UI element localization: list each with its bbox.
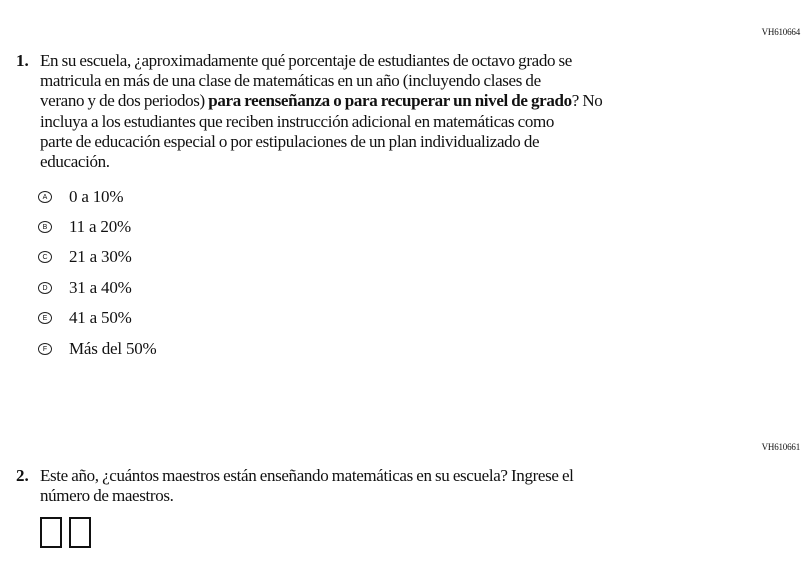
question-text-line: matricula en más de una clase de matemát… — [40, 71, 541, 90]
option-label: 31 a 40% — [69, 278, 132, 297]
option-label: 41 a 50% — [69, 308, 132, 327]
question-number: 2. — [16, 466, 29, 485]
question-text-line: número de maestros. — [40, 486, 174, 505]
question-text-line: parte de educación especial o por estipu… — [40, 132, 540, 151]
radio-bubble-icon[interactable]: C — [38, 251, 52, 263]
radio-bubble-icon[interactable]: A — [38, 191, 52, 203]
option-label: 21 a 30% — [69, 247, 132, 266]
question-id: VH610661 — [761, 442, 801, 452]
option-b[interactable]: B 11 a 20% — [38, 217, 131, 237]
option-label: 11 a 20% — [69, 217, 131, 236]
option-e[interactable]: E 41 a 50% — [38, 308, 132, 328]
text: ? No — [571, 91, 603, 110]
question-number: 1. — [16, 51, 29, 70]
digit-input-box-1[interactable] — [40, 517, 62, 548]
digit-input-box-2[interactable] — [69, 517, 91, 548]
question-text-line: educación. — [40, 152, 110, 171]
radio-bubble-icon[interactable]: D — [38, 282, 52, 294]
option-a[interactable]: A 0 a 10% — [38, 187, 124, 207]
question-text-line: verano y de dos periodos) para reenseñan… — [40, 91, 603, 111]
option-d[interactable]: D 31 a 40% — [38, 278, 132, 298]
question-id: VH610664 — [761, 27, 801, 37]
text: verano y de dos periodos) — [40, 91, 209, 110]
radio-bubble-icon[interactable]: E — [38, 312, 52, 324]
radio-bubble-icon[interactable]: F — [38, 343, 52, 355]
question-text-line: En su escuela, ¿aproximadamente qué porc… — [40, 51, 572, 70]
option-label: 0 a 10% — [69, 187, 124, 206]
question-text-line: Este año, ¿cuántos maestros están enseña… — [40, 466, 574, 485]
question-text-line: incluya a los estudiantes que reciben in… — [40, 112, 554, 131]
emphasis-text: para reenseñanza o para recuperar un niv… — [208, 91, 572, 110]
option-label: Más del 50% — [69, 339, 157, 358]
radio-bubble-icon[interactable]: B — [38, 221, 52, 233]
option-f[interactable]: F Más del 50% — [38, 339, 157, 359]
option-c[interactable]: C 21 a 30% — [38, 247, 132, 267]
